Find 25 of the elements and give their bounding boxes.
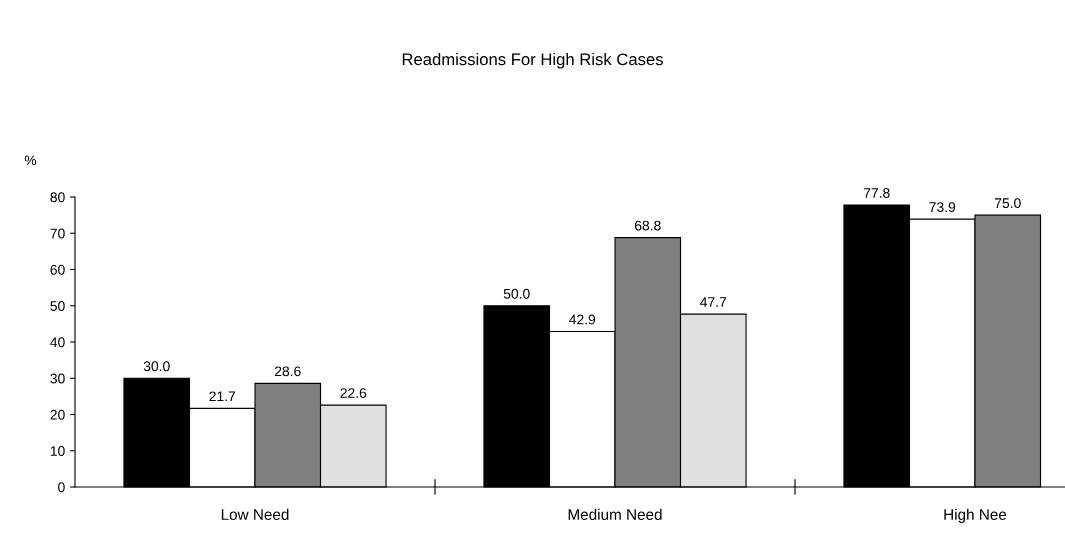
data-label: 47.7 <box>700 297 727 307</box>
y-axis-title: % <box>24 155 37 166</box>
y-tick-label: 10 <box>50 446 65 456</box>
y-tick-label: 70 <box>50 228 65 239</box>
data-label: 50.0 <box>503 288 530 299</box>
x-tick-label: Medium Need <box>568 508 662 520</box>
y-tick-label: 80 <box>50 192 65 203</box>
y-tick-label: 0 <box>58 482 65 493</box>
data-label: 28.6 <box>274 366 301 377</box>
data-label: 30.0 <box>143 361 170 372</box>
data-label: 68.8 <box>634 220 661 231</box>
y-tick-label: 40 <box>50 337 65 348</box>
data-label: 42.9 <box>569 314 596 325</box>
y-tick-label: 60 <box>50 264 65 275</box>
data-label: 77.8 <box>863 188 890 198</box>
y-tick-label: 30 <box>50 373 65 384</box>
x-tick-label: Low Need <box>221 508 289 520</box>
x-tick-label: High Nee <box>944 508 1007 523</box>
data-label: 73.9 <box>929 202 956 213</box>
chart-title: Readmissions For High Risk Cases <box>402 52 663 69</box>
data-label: 75.0 <box>994 198 1021 209</box>
data-label: 21.7 <box>209 391 236 402</box>
y-tick-label: 20 <box>50 409 65 420</box>
data-label: 22.6 <box>340 388 367 398</box>
y-tick-label: 50 <box>50 301 65 311</box>
